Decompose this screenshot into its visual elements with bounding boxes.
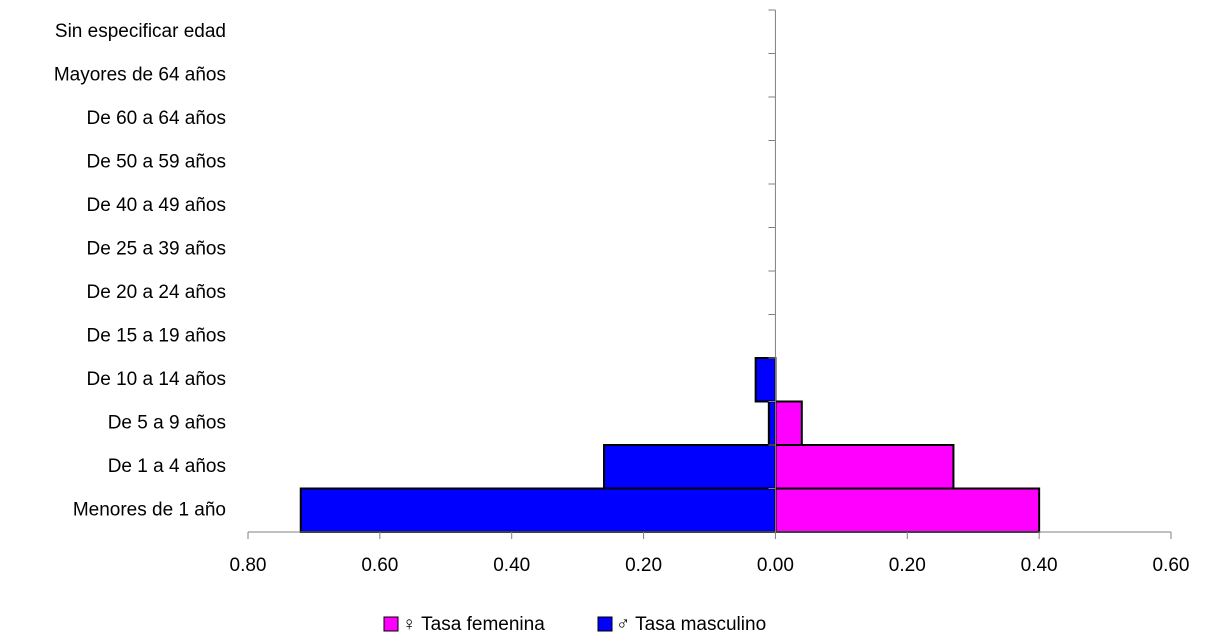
x-tick-label: 0.20 (889, 555, 926, 576)
bar (603, 444, 777, 490)
y-tick-label: De 40 a 49 años (87, 195, 226, 216)
y-tick-label: De 25 a 39 años (87, 238, 226, 259)
bar (754, 357, 777, 403)
bar (774, 444, 955, 490)
y-tick-label: Sin especificar edad (55, 21, 226, 42)
y-tick-label: Mayores de 64 años (54, 64, 226, 85)
y-tick-label: De 50 a 59 años (87, 151, 226, 172)
bar (774, 487, 1041, 533)
y-tick-label: De 20 a 24 años (87, 282, 226, 303)
y-tick-label: Menores de 1 año (73, 499, 226, 520)
legend-swatch (597, 616, 613, 632)
x-tick-label: 0.40 (1021, 555, 1058, 576)
legend-label: ♀ Tasa femenina (402, 614, 545, 635)
bar (774, 400, 803, 446)
y-tick-label: De 10 a 14 años (87, 369, 226, 390)
y-tick-label: De 60 a 64 años (87, 108, 226, 129)
y-tick-label: De 1 a 4 años (108, 456, 226, 477)
bar (767, 400, 777, 446)
y-tick-label: De 15 a 19 años (87, 325, 226, 346)
x-tick-label: 0.40 (493, 555, 530, 576)
legend-label: ♂ Tasa masculino (616, 614, 766, 635)
y-tick-label: De 5 a 9 años (108, 412, 226, 433)
x-tick-label: 0.60 (1153, 555, 1190, 576)
x-tick-label: 0.20 (625, 555, 662, 576)
x-tick-label: 0.60 (361, 555, 398, 576)
bar (299, 487, 777, 533)
legend-swatch (383, 616, 399, 632)
x-tick-label: 0.80 (230, 555, 267, 576)
x-tick-label: 0.00 (757, 555, 794, 576)
